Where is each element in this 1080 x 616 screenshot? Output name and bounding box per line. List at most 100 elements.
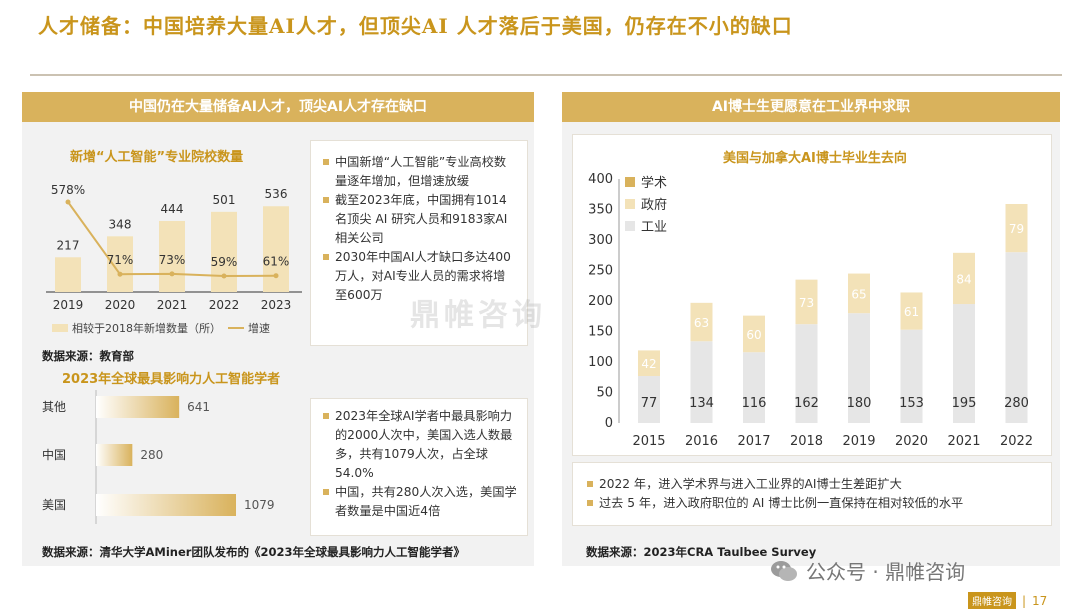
chart3-industry-label: 162 <box>794 396 819 411</box>
chart2-value-label: 280 <box>140 448 163 462</box>
bullets2-box: 2023年全球AI学者中最具影响力的2000人次中，美国入选人数最多，共有107… <box>310 398 528 536</box>
chart3-bar-academia <box>795 279 818 325</box>
chart1-title: 新增“人工智能”专业院校数量 <box>70 150 244 165</box>
right-bullets-list: 2022 年，进入学术界与进入工业界的AI博士生差距扩大 过去 5 年，进入政府职… <box>573 463 1051 513</box>
chart3-bar-academia <box>638 350 660 377</box>
chart1-growth-point <box>65 199 71 205</box>
chart3: 0 50 100 150 200 250 300 350 400 77 42 2015 134 63 201… <box>588 172 1033 449</box>
chart3-y-tick-label: 0 <box>605 416 613 431</box>
chart1-tick-label: 2023 <box>261 298 292 312</box>
chart1-bar <box>263 206 289 292</box>
chart3-industry-label: 195 <box>952 396 977 411</box>
chart3-bar-industry <box>900 329 923 423</box>
chart2-category-label: 美国 <box>42 498 66 512</box>
title-rule <box>30 74 1062 76</box>
bullet2-item: 中国，共有280人次入选，美国学者数量是中国近4倍 <box>323 483 517 521</box>
bullet1-item: 中国新增“人工智能”专业高校数量逐年增加，但增速放缓 <box>323 153 517 191</box>
chart3-academia-label: 84 <box>956 272 971 286</box>
chart3-academia-label: 65 <box>851 287 866 301</box>
bullets1-box: 中国新增“人工智能”专业高校数量逐年增加，但增速放缓 截至2023年底，中国拥有1… <box>310 140 528 346</box>
chart3-bar-industry <box>953 304 975 423</box>
logo-footer: 鼎帷咨询 | 17 <box>968 592 1047 609</box>
chart3-academia-label: 61 <box>904 305 919 319</box>
chart3-x-tick-label: 2022 <box>1000 434 1033 449</box>
chart1-growth-label: 61% <box>263 255 290 269</box>
chart1-bar <box>211 211 237 292</box>
chart3-academia-label: 73 <box>799 296 814 310</box>
page-title: 人才储备：中国培养大量AI人才，但顶尖AI 人才落后于美国，仍存在不小的缺口 <box>38 14 793 38</box>
chart3-industry-label: 280 <box>1004 396 1029 411</box>
chart1-growth-label: 73% <box>159 253 186 267</box>
left-panel: 中国仍在大量储备AI人才，顶尖AI人才存在缺口 新增“人工智能”专业院校数量 2… <box>22 92 534 566</box>
chart3-y-tick-label: 250 <box>588 264 613 279</box>
chart1-bar <box>107 236 133 292</box>
chart3-bar-academia <box>690 302 713 342</box>
bullet3-item: 过去 5 年，进入政府职位的 AI 博士比例一直保持在相对较低的水平 <box>587 494 1041 513</box>
chart3-industry-label: 77 <box>641 396 658 411</box>
chart3-x-tick-label: 2019 <box>842 434 875 449</box>
source3: 数据来源：2023年CRA Taulbee Survey <box>586 545 817 559</box>
watermark: 鼎帷咨询 <box>410 298 546 333</box>
chart1-bar <box>55 257 81 292</box>
chart2-bar <box>96 396 180 418</box>
wechat-label: 公众号 · 鼎帷咨询 <box>806 560 966 584</box>
chart3-legend-swatch <box>625 199 635 209</box>
chart3-bar-academia <box>743 315 765 353</box>
chart3-x-tick-label: 2018 <box>790 434 823 449</box>
chart1-growth-label: 71% <box>107 253 134 267</box>
chart1-tick-label: 2021 <box>157 298 188 312</box>
source2: 数据来源：清华大学AMiner团队发布的《2023年全球最具影响力人工智能学者》 <box>42 545 465 559</box>
chart3-y-tick-label: 100 <box>588 355 613 370</box>
chart2-value-label: 1079 <box>244 498 275 512</box>
left-panel-header: 中国仍在大量储备AI人才，顶尖AI人才存在缺口 <box>22 92 534 122</box>
chart3-legend-label: 工业 <box>641 220 667 235</box>
bullets1-list: 中国新增“人工智能”专业高校数量逐年增加，但增速放缓 截至2023年底，中国拥有1… <box>311 141 527 305</box>
bullet1-item: 2030年中国AI人才缺口多达400万人，对AI专业人员的需求将增至600万 <box>323 248 517 305</box>
wechat-icon <box>771 560 797 581</box>
chart1-legend-line-label: 增速 <box>248 321 270 335</box>
chart3-legend-swatch <box>625 177 635 187</box>
chart3-bar-academia <box>848 273 870 314</box>
chart3-x-tick-label: 2021 <box>947 434 980 449</box>
chart2-value-label: 641 <box>187 400 210 414</box>
chart1-bar-label: 536 <box>265 187 288 201</box>
chart3-y-tick-label: 200 <box>588 294 613 309</box>
chart2-bar <box>96 494 236 516</box>
chart3-y-tick-label: 300 <box>588 233 613 248</box>
bullet1-item: 截至2023年底，中国拥有1014名顶尖 AI 研究人员和9183家AI 相关公… <box>323 191 517 248</box>
chart3-y-tick-label: 50 <box>596 386 613 401</box>
chart3-industry-label: 134 <box>689 396 714 411</box>
page-separator: | <box>1022 593 1027 608</box>
chart3-bar-industry <box>848 313 870 423</box>
chart2-bar <box>96 444 133 466</box>
chart3-legend-label: 政府 <box>641 198 667 213</box>
chart3-title: 美国与加拿大AI博士毕业生去向 <box>723 151 907 166</box>
chart2-category-label: 中国 <box>42 447 66 462</box>
chart1-bar-label: 444 <box>161 202 184 216</box>
chart1-growth-point <box>273 273 279 279</box>
chart1-tick-label: 2019 <box>53 298 84 312</box>
chart3-x-tick-label: 2020 <box>895 434 928 449</box>
chart1-bar <box>159 220 185 292</box>
source1: 数据来源：教育部 <box>42 349 134 363</box>
chart1-legend-bar-label: 相较于2018年新增数量（所） <box>72 321 221 335</box>
wechat-footer: 公众号 · 鼎帷咨询 <box>770 556 965 585</box>
chart1-growth-label: 578% <box>51 183 85 197</box>
chart3-bar-academia <box>1005 204 1028 253</box>
chart3-academia-label: 79 <box>1009 222 1024 236</box>
chart1-growth-label: 59% <box>211 255 238 269</box>
bullet2-item: 2023年全球AI学者中最具影响力的2000人次中，美国入选人数最多，共有107… <box>323 407 517 483</box>
chart3-industry-label: 116 <box>742 396 767 411</box>
chart2: 其他 641 中国 280 美国 1079 <box>42 390 275 524</box>
chart3-y-tick-label: 400 <box>588 172 613 187</box>
chart3-y-tick-label: 350 <box>588 203 613 218</box>
bullet3-item: 2022 年，进入学术界与进入工业界的AI博士生差距扩大 <box>587 475 1041 494</box>
right-panel: AI博士生更愿意在工业界中求职 美国与加拿大AI博士毕业生去向 0 50 100 15… <box>562 92 1060 566</box>
chart3-bar-industry <box>1005 252 1028 423</box>
chart1-bar-label: 348 <box>109 217 132 231</box>
chart3-bar-industry <box>690 341 713 423</box>
chart3-academia-label: 42 <box>641 357 656 371</box>
chart2-title: 2023年全球最具影响力人工智能学者 <box>62 372 281 387</box>
chart3-academia-label: 63 <box>694 316 709 330</box>
chart1-bar-label: 217 <box>57 238 80 252</box>
